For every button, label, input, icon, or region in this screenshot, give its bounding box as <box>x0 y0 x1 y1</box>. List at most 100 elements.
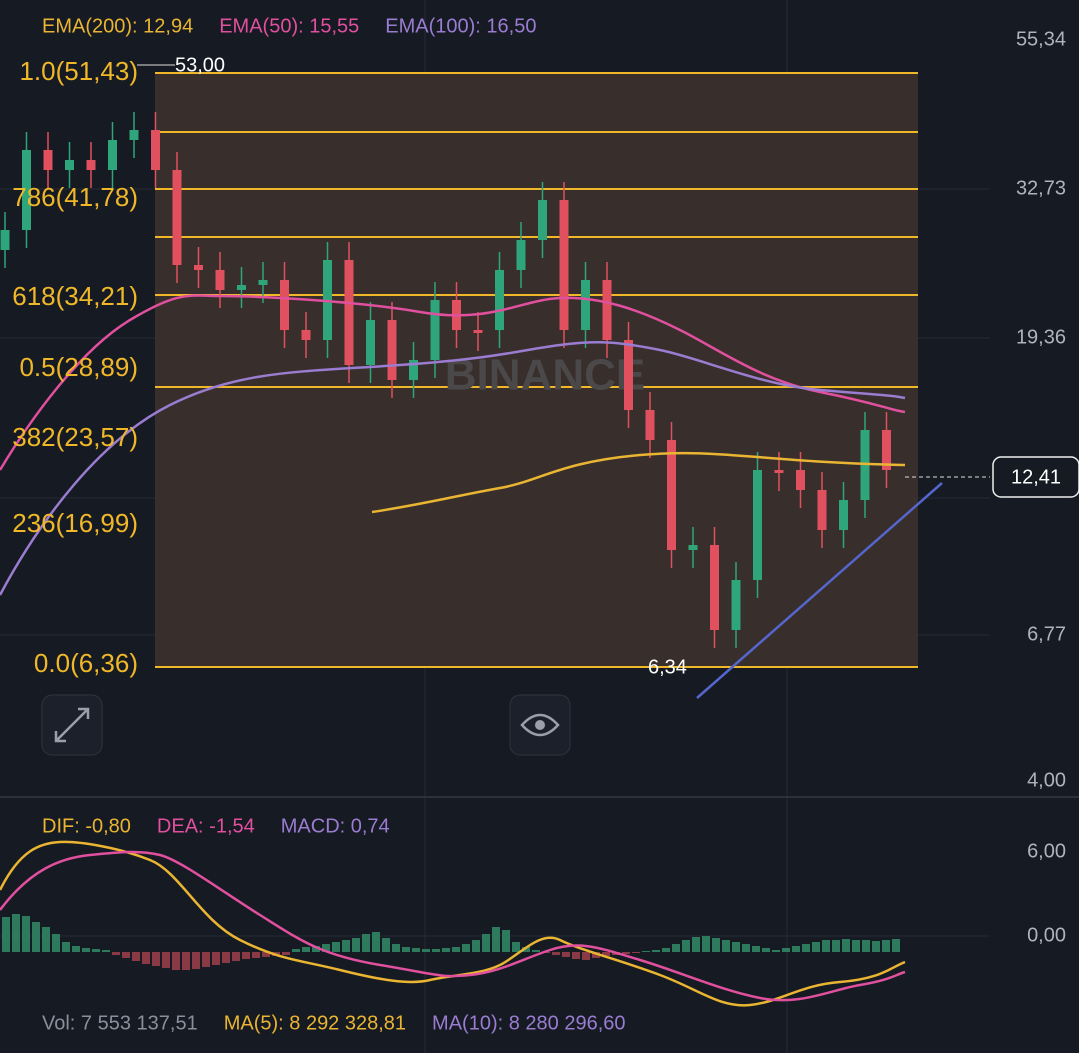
hist-bar <box>582 952 590 960</box>
candle-body <box>817 490 827 530</box>
hist-bar <box>562 952 570 957</box>
hist-bar <box>172 952 180 970</box>
hist-bar <box>52 934 60 952</box>
hist-bar <box>762 948 770 952</box>
candle-body <box>581 280 590 330</box>
hist-bar <box>442 948 450 952</box>
candle-body <box>387 320 397 380</box>
hist-bar <box>702 936 710 952</box>
candle-body <box>688 545 698 550</box>
candle-body <box>495 270 504 330</box>
hist-bar <box>862 940 870 952</box>
hist-bar <box>252 952 260 958</box>
low-label: 6,34 <box>648 656 687 678</box>
trend-line <box>696 482 943 699</box>
axis-label: 55,34 <box>1016 28 1066 50</box>
candle-body <box>366 320 375 365</box>
candle-body <box>280 280 289 330</box>
candle-body <box>667 440 676 550</box>
hist-bar <box>292 949 300 952</box>
fib-label: 1.0(51,43) <box>19 56 138 86</box>
hist-bar <box>402 947 410 952</box>
hist-bar <box>2 917 10 952</box>
hist-bar <box>62 942 70 952</box>
hist-bar <box>742 944 750 952</box>
axis-label: 19,36 <box>1016 326 1066 348</box>
hist-bar <box>622 952 630 954</box>
hist-bar <box>662 948 670 952</box>
hist-bar <box>242 952 250 959</box>
hist-bar <box>532 950 540 952</box>
candle-body <box>65 160 74 170</box>
hist-bar <box>492 927 500 952</box>
hist-bar <box>432 949 440 952</box>
hist-bar <box>782 948 790 952</box>
candle-body <box>86 160 96 170</box>
hist-bar <box>712 938 720 952</box>
hist-bar <box>182 952 190 970</box>
hist-bar <box>552 952 560 955</box>
volume-legend: Vol: 7 553 137,51 MA(5): 8 292 328,81 MA(1… <box>42 1012 626 1034</box>
macd-legend: DIF: -0,80 DEA: -1,54 MACD: 0,74 <box>42 815 390 837</box>
hist-bar <box>462 944 470 952</box>
candle-body <box>645 410 655 440</box>
hist-bar <box>82 948 90 952</box>
candle-body <box>602 280 612 340</box>
hist-bar <box>92 949 100 952</box>
hist-bar <box>262 952 270 957</box>
hist-bar <box>112 952 120 955</box>
candle-body <box>237 285 246 290</box>
hist-bar <box>512 942 520 952</box>
candle-body <box>516 240 526 270</box>
hist-bar <box>142 952 150 964</box>
candle-body <box>538 200 547 240</box>
hist-bar <box>722 940 730 952</box>
hist-bar <box>602 952 610 956</box>
hist-bar <box>232 952 240 961</box>
candle-body <box>409 360 418 380</box>
hist-bar <box>642 951 650 952</box>
fib-label: 0.0(6,36) <box>34 648 138 678</box>
candle-body <box>108 140 117 170</box>
hist-bar <box>852 940 860 952</box>
hist-bar <box>32 922 40 952</box>
hist-bar <box>592 952 600 958</box>
legend-item: EMA(100): 16,50 <box>385 15 536 37</box>
legend-item: DIF: -0,80 <box>42 815 131 837</box>
axis-label: 32,73 <box>1016 177 1066 199</box>
indicator-legend: EMA(200): 12,94 EMA(50): 15,55 EMA(100): 1… <box>42 15 536 37</box>
expand-button[interactable] <box>41 694 103 756</box>
legend-item: MACD: 0,74 <box>281 815 390 837</box>
candle-body <box>215 270 225 290</box>
hist-bar <box>382 938 390 952</box>
hist-bar <box>672 944 680 952</box>
candle-body <box>710 545 719 630</box>
hist-bar <box>332 942 340 952</box>
legend-item: EMA(50): 15,55 <box>219 15 359 37</box>
hist-bar <box>412 948 420 952</box>
hist-bar <box>122 952 130 958</box>
candle-body <box>194 265 203 270</box>
macd-axis: 6,00 0,00 <box>1027 840 1066 946</box>
candle-body <box>129 130 139 140</box>
candle-body <box>258 280 268 285</box>
hist-bar <box>342 940 350 952</box>
hist-bar <box>312 946 320 952</box>
hist-bar <box>152 952 160 966</box>
visibility-button[interactable] <box>509 694 571 756</box>
fib-label: 236(16,99) <box>12 508 138 538</box>
hist-bar <box>132 952 140 961</box>
axis-label: 6,00 <box>1027 840 1066 862</box>
candle-body <box>430 300 440 360</box>
price-axis: 55,34 32,73 19,36 6,77 4,00 <box>1016 28 1066 791</box>
hist-bar <box>502 930 510 952</box>
candle-body <box>860 430 870 500</box>
candle-body <box>882 430 891 470</box>
hist-bar <box>752 946 760 952</box>
high-label: 53,00 <box>175 54 225 76</box>
axis-label: 6,77 <box>1027 623 1066 645</box>
hist-bar <box>522 947 530 952</box>
hist-bar <box>812 942 820 952</box>
hist-bar <box>422 949 430 952</box>
